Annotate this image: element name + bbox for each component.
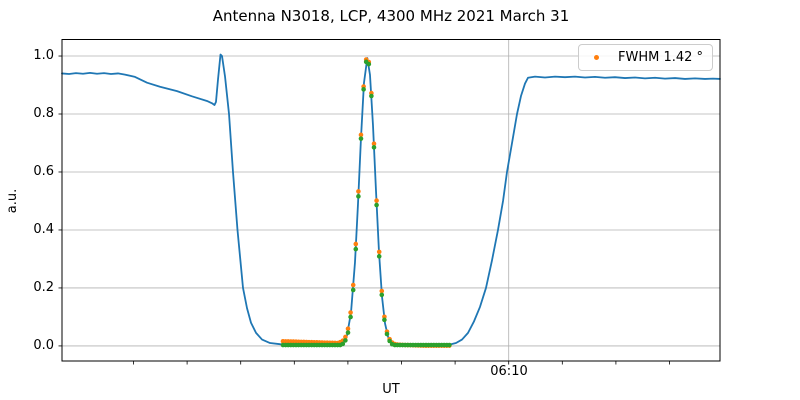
ytick-0.2: 0.2 [33, 280, 54, 295]
ytick-0.4: 0.4 [33, 222, 54, 237]
xtick-0610: 06:10 [490, 364, 528, 379]
legend-marker-dot-icon [594, 55, 599, 60]
legend-box: FWHM 1.42 ° [578, 44, 713, 71]
ytick-1.0: 1.0 [33, 48, 54, 63]
ytick-0.0: 0.0 [33, 338, 54, 353]
legend-label: FWHM 1.42 ° [618, 49, 704, 65]
ytick-0.8: 0.8 [33, 106, 54, 121]
y-axis-label: a.u. [5, 188, 20, 214]
x-axis-label: UT [382, 382, 400, 397]
chart-title: Antenna N3018, LCP, 4300 MHz 2021 March … [212, 7, 570, 25]
ytick-0.6: 0.6 [33, 164, 54, 179]
